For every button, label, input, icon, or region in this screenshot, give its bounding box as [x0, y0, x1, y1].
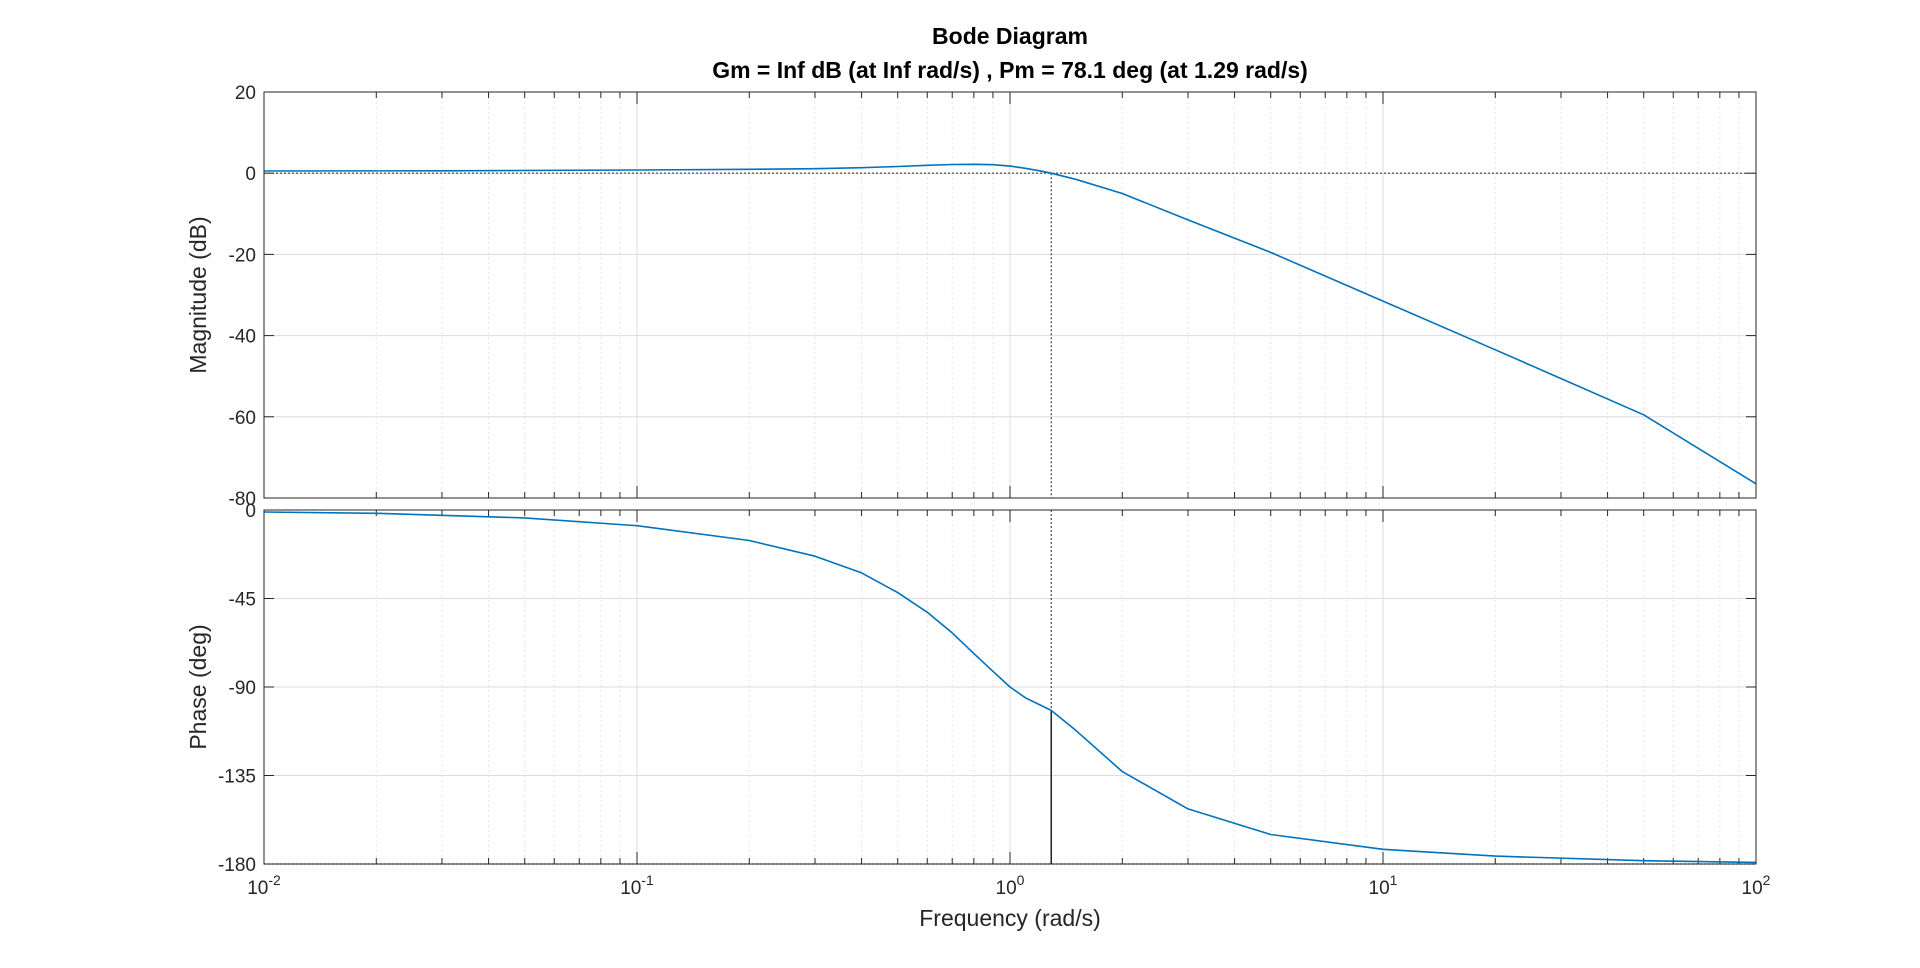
- x-tick-label: 100: [996, 872, 1025, 899]
- magnitude-y-tick-label: -20: [229, 245, 256, 266]
- phase-frame: [263, 509, 1757, 865]
- phase-y-tick-label: -90: [229, 678, 256, 699]
- x-tick-label: 102: [1742, 872, 1771, 899]
- magnitude-y-tick-label: -60: [229, 408, 256, 429]
- x-axis-label: Frequency (rad/s): [919, 905, 1101, 931]
- chart-subtitle: Gm = Inf dB (at Inf rad/s) , Pm = 78.1 d…: [712, 57, 1308, 83]
- magnitude-y-tick-label: -80: [229, 489, 256, 510]
- phase-series-line: [263, 511, 1757, 864]
- magnitude-y-tick-label: -40: [229, 327, 256, 348]
- x-tick-label: 101: [1369, 872, 1398, 899]
- phase-y-tick-label: 0: [245, 501, 256, 522]
- x-tick-base: 10: [1742, 878, 1763, 899]
- x-tick-exponent: 1: [1390, 872, 1398, 888]
- magnitude-frame: [263, 91, 1757, 499]
- magnitude-y-tick-label: 0: [245, 164, 256, 185]
- phase-y-tick-label: -180: [218, 855, 256, 876]
- magnitude-y-axis-label: Magnitude (dB): [185, 216, 211, 373]
- chart-title: Bode Diagram: [932, 23, 1088, 49]
- phase-y-axis-label: Phase (deg): [185, 624, 211, 749]
- magnitude-y-tick-label: 20: [235, 83, 256, 104]
- phase-y-tick-label: -45: [229, 590, 256, 611]
- x-tick-base: 10: [247, 878, 268, 899]
- x-tick-base: 10: [620, 878, 641, 899]
- x-tick-label: 10-1: [620, 872, 654, 899]
- x-tick-base: 10: [996, 878, 1017, 899]
- x-tick-exponent: 2: [1763, 872, 1771, 888]
- magnitude-series-line: [263, 163, 1757, 485]
- x-tick-label: 10-2: [247, 872, 281, 899]
- x-tick-base: 10: [1369, 878, 1390, 899]
- x-tick-exponent: -1: [641, 872, 654, 888]
- x-tick-exponent: 0: [1017, 872, 1025, 888]
- phase-y-tick-label: -135: [218, 767, 256, 788]
- x-tick-exponent: -2: [268, 872, 281, 888]
